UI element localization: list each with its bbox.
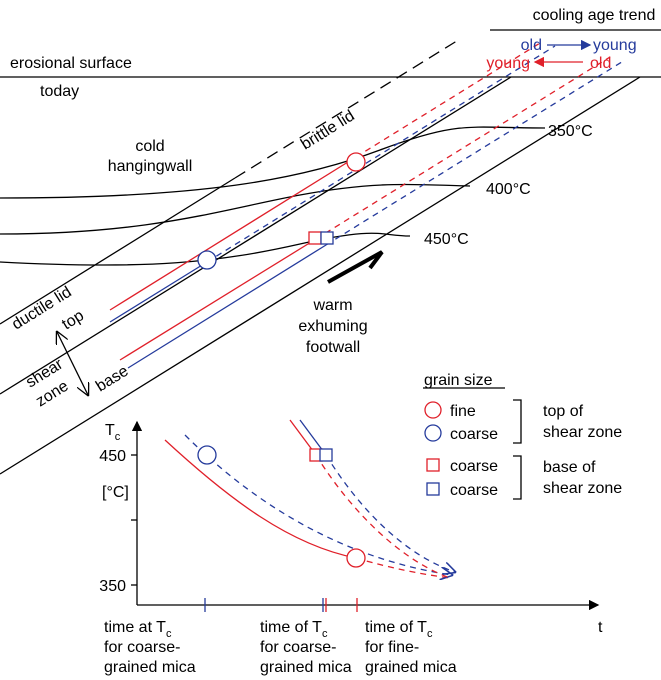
trend-label: young	[486, 55, 530, 72]
legend-group: top of	[543, 403, 584, 420]
trend-title: cooling age trend	[533, 7, 656, 24]
time-label: for fine-	[365, 639, 419, 656]
trend-label: old	[521, 37, 542, 54]
cooling-curve	[184, 434, 452, 575]
text: c	[166, 628, 172, 640]
text: c	[322, 628, 328, 640]
isotherm-label: 450°C	[424, 231, 469, 248]
time-label: time of Tc	[365, 619, 433, 640]
label: cold	[135, 138, 164, 155]
label: base	[93, 363, 132, 396]
text: c	[427, 628, 433, 640]
time-label: grained mica	[104, 659, 196, 676]
cooling-curve	[315, 454, 451, 579]
path-line	[119, 238, 317, 361]
bracket	[513, 399, 522, 444]
marker	[197, 445, 217, 465]
legend-marker	[424, 401, 442, 419]
text: T	[105, 422, 115, 439]
label: hangingwall	[108, 158, 193, 175]
label: erosional surface	[10, 55, 132, 72]
cooling-curve	[325, 454, 455, 572]
time-label: time of Tc	[260, 619, 328, 640]
label: today	[40, 83, 79, 100]
text: time of T	[260, 619, 322, 636]
marker	[197, 250, 217, 270]
graph	[131, 419, 600, 612]
marker	[319, 448, 333, 462]
path-line	[355, 42, 541, 158]
legend-label: coarse	[450, 458, 498, 475]
motion-arrow	[327, 250, 384, 284]
legend-label: coarse	[450, 426, 498, 443]
top-section	[0, 29, 661, 475]
bracket	[513, 455, 522, 500]
legend-marker	[424, 424, 442, 442]
legend-title: grain size	[424, 372, 493, 389]
path-line	[206, 45, 556, 263]
path-line	[109, 156, 357, 311]
cooling-curve	[164, 439, 357, 559]
text: time at T	[104, 619, 166, 636]
marker	[346, 548, 366, 568]
brittle-lid-line	[234, 38, 461, 179]
label: top	[59, 307, 87, 333]
time-label: time at Tc	[104, 619, 172, 640]
label: footwall	[306, 339, 360, 356]
isotherm-label: 400°C	[486, 181, 531, 198]
path-line	[315, 56, 611, 240]
path-line	[109, 261, 208, 323]
cooling-curve	[355, 557, 451, 579]
trend-label: old	[590, 55, 611, 72]
legend	[423, 387, 522, 500]
time-label: for coarse-	[260, 639, 336, 656]
time-label: for coarse-	[104, 639, 180, 656]
legend-group: shear zone	[543, 480, 622, 497]
legend-label: fine	[450, 403, 476, 420]
time-label: grained mica	[365, 659, 457, 676]
unit-label: [°C]	[102, 484, 129, 501]
time-label: grained mica	[260, 659, 352, 676]
y-axis-label: Tc	[105, 422, 121, 443]
text: time of T	[365, 619, 427, 636]
path-line	[127, 244, 327, 369]
tick-label: 350	[99, 578, 126, 595]
x-axis-label: t	[598, 619, 603, 636]
marker	[308, 231, 322, 245]
legend-group: shear zone	[543, 424, 622, 441]
marker	[346, 152, 366, 172]
isotherm-label: 350°C	[548, 123, 593, 140]
legend-marker	[426, 458, 440, 472]
isotherm	[0, 232, 411, 266]
label: warm	[312, 297, 352, 314]
path-line	[325, 59, 626, 246]
isotherm	[0, 183, 471, 235]
label: brittle lid	[298, 107, 358, 153]
trend-label: young	[593, 37, 637, 54]
thickness-arrow	[57, 332, 88, 395]
legend-label: coarse	[450, 482, 498, 499]
text: c	[115, 431, 121, 443]
shear-base	[0, 76, 641, 475]
tick-label: 450	[99, 448, 126, 465]
label: exhuming	[298, 318, 367, 335]
legend-group: base of	[543, 459, 596, 476]
legend-marker	[426, 482, 440, 496]
marker	[320, 231, 334, 245]
ductile-lid-top	[0, 177, 236, 325]
